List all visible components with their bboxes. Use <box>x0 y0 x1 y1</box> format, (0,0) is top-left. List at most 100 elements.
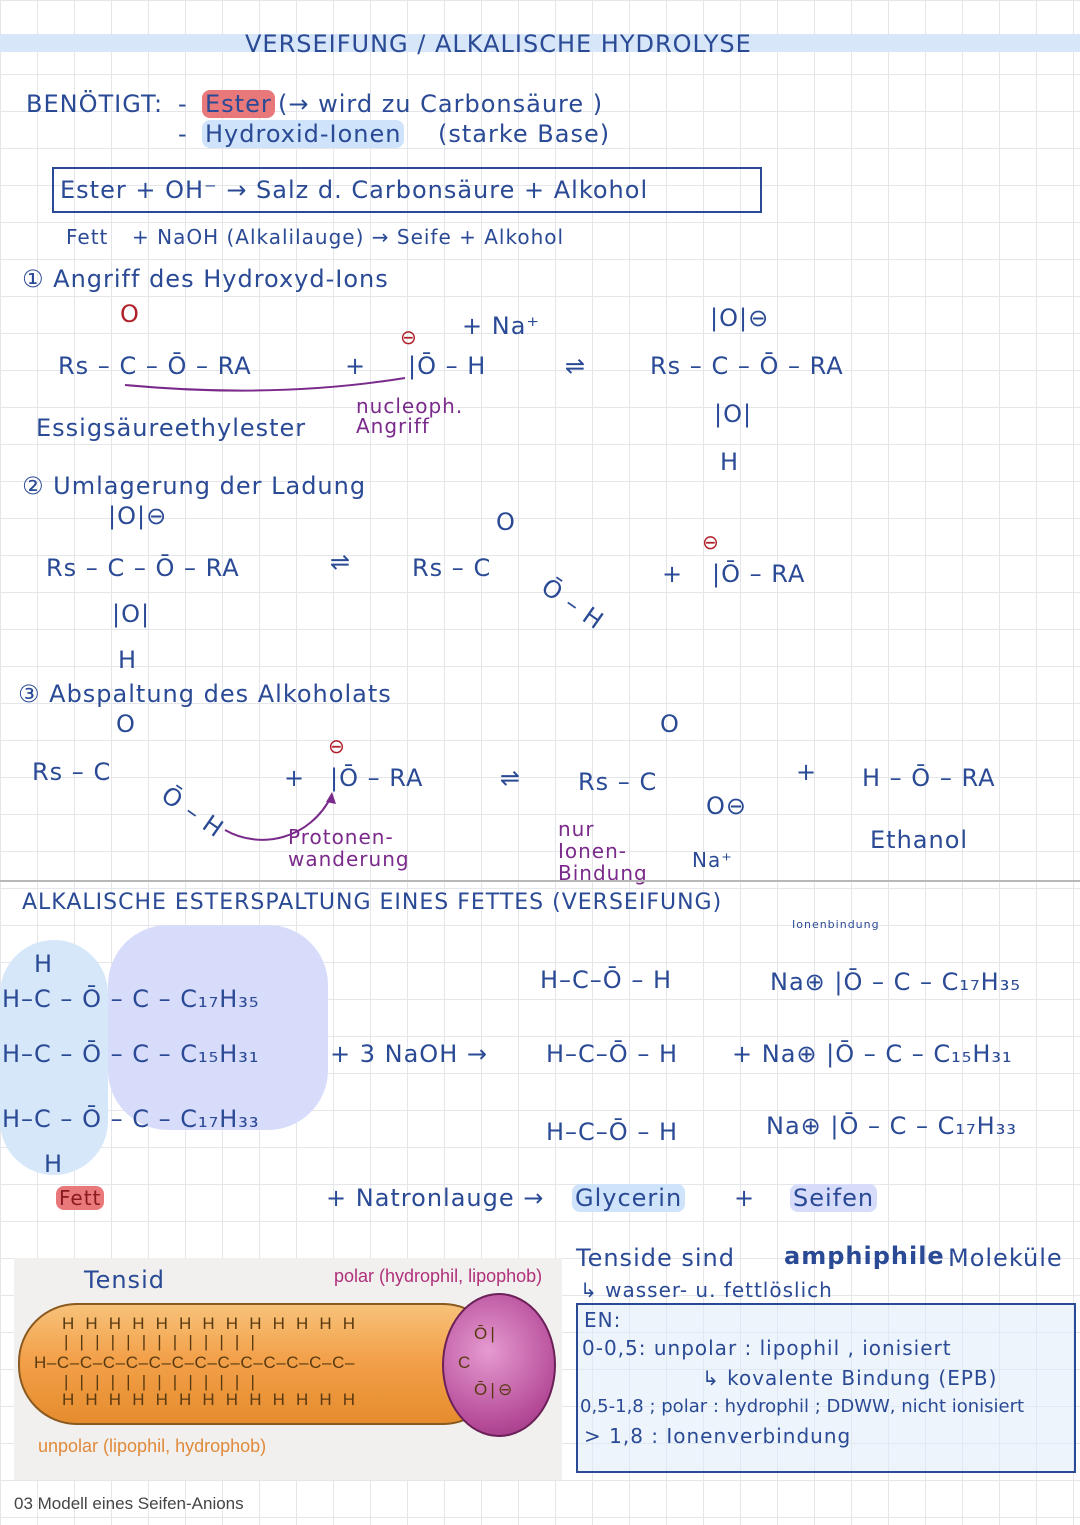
step1-product-bottom: |O| <box>714 400 753 428</box>
step2-mid: Rs – C <box>412 554 492 582</box>
needed-ester-note: (→ wird zu Carbonsäure ) <box>278 90 604 118</box>
soap-row-3: Na⊕ |Ō – C – C₁₇H₃₃ <box>766 1112 1017 1140</box>
fat-row-3: H–C – Ō – C – C₁₇H₃₃ <box>2 1105 260 1133</box>
en-line-4: > 1,8 : Ionenverbindung <box>584 1424 852 1448</box>
word-equation: + Natronlauge → <box>326 1184 545 1212</box>
soap-row-2: + Na⊕ |Ō – C – C₁₅H₃₁ <box>732 1040 1013 1068</box>
glycerin-row-3: H–C–Ō – H <box>546 1118 678 1146</box>
word-plus: + <box>734 1184 756 1212</box>
seifen-label: Seifen <box>790 1184 878 1212</box>
step1-nucleophilic-note: nucleoph. Angriff <box>356 394 464 438</box>
step3-right-o: O⊖ <box>706 792 747 820</box>
step2-left: Rs – C – Ō – RA <box>46 554 240 582</box>
soap-row-1: Na⊕ |Ō – C – C₁₇H₃₅ <box>770 968 1021 996</box>
step1-heading: ① Angriff des Hydroxyd-Ions <box>22 265 389 293</box>
title-highlight <box>0 34 1080 52</box>
fat-bottom-h: H <box>44 1150 64 1178</box>
tenside-line2: ↳ wasser- u. fettlöslich <box>580 1278 833 1302</box>
step3-neg: ⊖ <box>328 734 346 758</box>
step2-left-bottom: |O| <box>112 600 151 628</box>
molekuele: Moleküle <box>948 1244 1063 1272</box>
unpolar-label: unpolar (lipophil, hydrophob) <box>38 1436 267 1456</box>
tensid-label: Tensid <box>84 1266 165 1294</box>
step3-plus2: + <box>796 758 818 786</box>
step3-ion-note: nur Ionen-Bindung <box>558 817 648 885</box>
page-title: VERSEIFUNG / ALKALISCHE HYDROLYSE <box>245 30 752 58</box>
step3-ethanol: Ethanol <box>870 826 969 854</box>
step2-heading: ② Umlagerung der Ladung <box>22 472 367 500</box>
step2-right: |Ō – RA <box>712 560 806 588</box>
step3-right: Rs – C <box>578 768 658 796</box>
fat-naoh: + 3 NaOH → <box>330 1040 488 1068</box>
example-fett: Fett <box>66 225 109 249</box>
general-equation: Ester + OH⁻ → Salz d. Carbonsäure + Alko… <box>60 176 649 204</box>
polar-label: polar (hydrophil, lipophob) <box>334 1266 543 1286</box>
en-line-1: 0-0,5: unpolar : lipophil , ionisiert <box>582 1336 952 1360</box>
fat-row-1: H–C – Ō – C – C₁₇H₃₅ <box>2 985 260 1013</box>
ion-bond-label: Ionenbindung <box>792 918 880 931</box>
general-equation-box <box>52 167 762 213</box>
hydrocarbon-tail <box>18 1303 502 1425</box>
step1-neg-charge: ⊖ <box>400 325 418 349</box>
step2-left-h: H <box>118 646 138 674</box>
fat-top-h: H <box>34 950 54 978</box>
step2-arrow: ⇌ <box>330 548 352 576</box>
step3-ethanol-formula: H – Ō – RA <box>862 764 996 792</box>
carboxylate-head <box>442 1293 556 1437</box>
step1-sodium: + Na⁺ <box>462 312 541 340</box>
step1-hydroxide: |Ō – H <box>408 352 487 380</box>
needed-label: BENÖTIGT: <box>26 90 164 118</box>
chain-bonds-bottom: | | | | | | | | | | | | | <box>64 1372 259 1391</box>
chain-h-top: H H H H H H H H H H H H H <box>62 1314 359 1333</box>
chain-h-bottom: H H H H H H H H H H H H H <box>62 1390 359 1409</box>
chain-bonds-top: | | | | | | | | | | | | | <box>64 1332 259 1351</box>
fat-row-2: H–C – Ō – C – C₁₅H₃₁ <box>2 1040 260 1068</box>
needed-dash-1: - <box>178 90 188 118</box>
needed-dash-2: - <box>178 120 188 148</box>
proton-arrowhead <box>326 792 336 804</box>
glycerin-row-2: H–C–Ō – H <box>546 1040 678 1068</box>
figure-caption: 03 Modell eines Seifen-Anions <box>14 1494 244 1513</box>
proton-arrow <box>224 794 333 841</box>
en-box <box>576 1303 1076 1473</box>
step3-arrow: ⇌ <box>500 764 522 792</box>
glycerin-row-1: H–C–Ō – H <box>540 966 672 994</box>
en-line-3: 0,5-1,8 ; polar : hydrophil ; DDWW, nich… <box>580 1396 1025 1417</box>
fat-heading: ALKALISCHE ESTERSPALTUNG EINES FETTES (V… <box>22 890 723 915</box>
step2-neg: ⊖ <box>702 530 720 554</box>
step3-alkoholat: |Ō – RA <box>330 764 424 792</box>
step3-heading: ③ Abspaltung des Alkoholats <box>18 680 392 708</box>
step1-arrow: ⇌ <box>565 352 587 380</box>
step3-plus: + <box>284 764 306 792</box>
example-equation: + NaOH (Alkalilauge) → Seife + Alkohol <box>132 225 565 249</box>
step3-sodium: Na⁺ <box>692 848 733 872</box>
step1-product-h: H <box>720 448 740 476</box>
step1-product-top: |O|⊖ <box>710 304 770 332</box>
section-divider <box>0 880 1080 882</box>
attack-arrow <box>124 377 406 392</box>
chain-carbons: H–C–C–C–C–C–C–C–C–C–C–C–C–C– <box>34 1353 356 1372</box>
en-heading: EN: <box>584 1308 622 1332</box>
step2-left-top: |O|⊖ <box>108 502 168 530</box>
amphiphile: amphiphile <box>784 1242 945 1270</box>
glycerol-highlight <box>0 940 108 1175</box>
head-oxygen-1: Ō| <box>474 1324 499 1343</box>
acid-highlight <box>108 925 328 1130</box>
step1-product: Rs – C – Ō – RA <box>650 352 844 380</box>
step2-plus: + <box>662 560 684 588</box>
step3-right-top: O <box>660 710 680 738</box>
soap-anion-figure: Tensid polar (hydrophil, lipophob) H H H… <box>14 1258 562 1480</box>
step1-ester: Rs – C – Ō – RA <box>58 352 252 380</box>
step1-ester-name: Essigsäureethylester <box>36 414 307 442</box>
step3-left-top: O <box>116 710 136 738</box>
en-line-2: ↳ kovalente Bindung (EPB) <box>702 1366 998 1390</box>
needed-ester: Ester <box>202 90 275 118</box>
head-carbon: C <box>458 1353 474 1372</box>
step1-ester-oxygen: O <box>120 300 140 328</box>
needed-hydroxide-note: (starke Base) <box>438 120 611 148</box>
head-oxygen-2: Ō|⊖ <box>474 1380 516 1399</box>
needed-hydroxide: Hydroxid-Ionen <box>202 120 405 148</box>
glycerin-label: Glycerin <box>572 1184 686 1212</box>
step3-left: Rs – C <box>32 758 112 786</box>
